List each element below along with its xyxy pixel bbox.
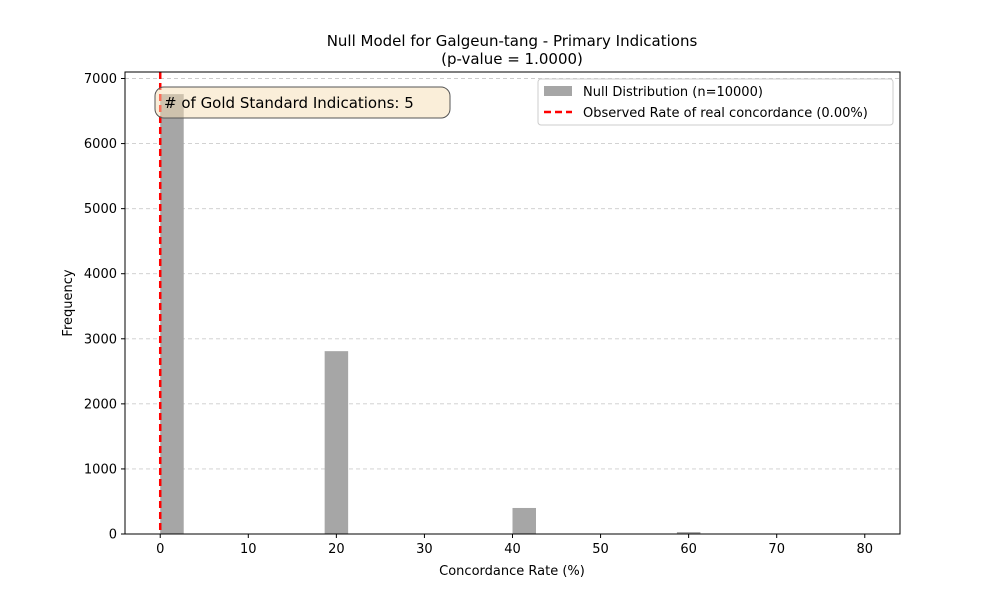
legend-swatch-null-distribution (544, 86, 572, 96)
x-axis-ticks: 0 10 20 30 40 50 60 70 80 (156, 534, 873, 557)
histogram-bar (324, 351, 349, 534)
y-tick-label: 4000 (84, 267, 117, 282)
x-axis-label: Concordance Rate (%) (439, 564, 585, 579)
legend: Null Distribution (n=10000) Observed Rat… (537, 78, 894, 126)
x-tick-label: 40 (504, 542, 521, 557)
legend-label-null-distribution: Null Distribution (n=10000) (583, 85, 763, 100)
annotation-text: # of Gold Standard Indications: 5 (164, 94, 414, 112)
y-axis-label: Frequency (61, 269, 76, 336)
histogram-bars (160, 94, 701, 534)
x-tick-label: 80 (856, 542, 873, 557)
annotation-box: # of Gold Standard Indications: 5 (154, 86, 451, 119)
histogram-bar (676, 532, 701, 534)
y-tick-label: 6000 (84, 137, 117, 152)
y-tick-label: 7000 (84, 72, 117, 87)
annotation-background (154, 86, 451, 119)
x-tick-label: 50 (592, 542, 609, 557)
chart-subtitle: (p-value = 1.0000) (441, 50, 583, 68)
y-tick-label: 1000 (84, 462, 117, 477)
x-tick-label: 70 (768, 542, 785, 557)
y-tick-label: 0 (109, 528, 117, 543)
x-tick-label: 10 (240, 542, 257, 557)
y-tick-label: 3000 (84, 332, 117, 347)
chart-title: Null Model for Galgeun-tang - Primary In… (327, 32, 698, 50)
x-tick-label: 60 (680, 542, 697, 557)
legend-label-observed-rate: Observed Rate of real concordance (0.00%… (583, 106, 868, 121)
legend-frame (537, 78, 894, 126)
y-axis-ticks: 0 1000 2000 3000 4000 5000 6000 7000 (84, 72, 125, 543)
x-tick-label: 20 (328, 542, 345, 557)
y-tick-label: 2000 (84, 397, 117, 412)
y-tick-label: 5000 (84, 202, 117, 217)
x-tick-label: 0 (156, 542, 164, 557)
histogram-bar (160, 94, 184, 534)
histogram-bar (512, 507, 536, 534)
x-tick-label: 30 (416, 542, 433, 557)
